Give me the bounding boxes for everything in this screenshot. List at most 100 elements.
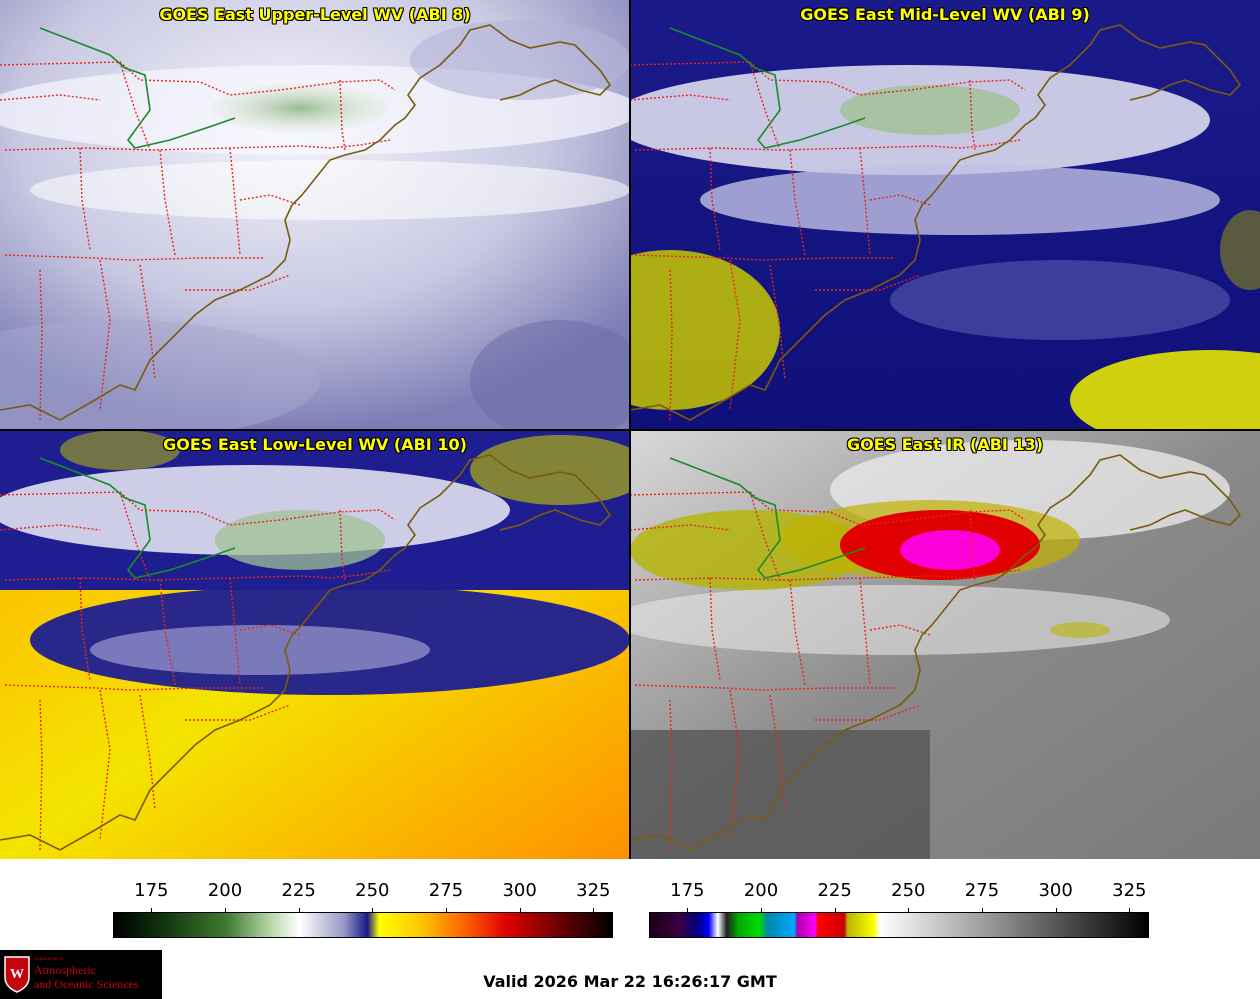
state-boundary [859,577,871,686]
state-boundary [339,79,346,151]
state-boundary [729,689,741,841]
coastline [629,454,1242,851]
state-boundary [634,254,895,261]
colorbar-tick-label: 300 [1038,880,1073,901]
lake-boundary [669,457,866,579]
lake-boundary [669,27,866,149]
colorbar-tick-label: 200 [207,880,243,901]
ir-colorbar-ticks: 175 200 225 250 275 300 325 [649,880,1147,914]
colorbar-tick-mark [834,908,836,914]
state-boundary [79,147,91,251]
state-boundary [229,577,241,686]
state-boundary [815,704,921,721]
colorbar-tick-mark [151,908,153,914]
state-boundary [0,491,396,526]
state-boundary [159,149,176,256]
state-boundary [119,491,151,581]
colorbar-tick-label: 325 [1112,880,1147,901]
coastline [629,24,1242,421]
mid-wv-image [630,0,1260,430]
upper-wv-image [0,0,630,430]
state-boundary [769,694,786,811]
ir-image [630,430,1260,860]
state-boundary [139,694,156,811]
state-boundary [729,259,741,411]
state-boundary [869,624,931,636]
state-boundary [4,254,265,261]
coastline [0,454,612,851]
state-boundary [634,569,1021,581]
boundary-overlay [629,24,1242,421]
state-boundary [4,684,265,691]
colorbar-tick-label: 250 [891,880,926,901]
panel-title: GOES East Mid-Level WV (ABI 9) [800,5,1090,24]
state-boundary [969,79,976,151]
state-boundary [139,264,156,381]
colorbar-tick-label: 225 [817,880,852,901]
panel-mid-wv: GOES East Mid-Level WV (ABI 9) [630,0,1260,430]
state-boundary [629,61,1026,96]
state-boundary [709,147,721,251]
state-boundary [869,194,931,206]
colorbar-tick-mark [1055,908,1057,914]
state-boundary [629,491,1026,526]
map-overlay [0,24,1242,851]
state-boundary [789,149,806,256]
colorbar-tick-mark [224,908,226,914]
state-boundary [185,274,291,291]
colorbar-tick-mark [519,908,521,914]
state-boundary [669,699,673,851]
state-boundary [969,509,976,581]
panel-title: GOES East Low-Level WV (ABI 10) [163,435,467,454]
state-boundary [709,577,721,681]
colorbar-tick-label: 325 [576,880,611,901]
boundary-overlay [629,454,1242,851]
colorbar-tick-label: 175 [134,880,169,901]
colorbar-tick-mark [445,908,447,914]
colorbar-tick-mark [298,908,300,914]
colorbar-tick-label: 300 [502,880,537,901]
state-boundary [789,579,806,686]
state-boundary [634,139,1021,151]
colorbar-tick-mark [687,908,689,914]
aos-logo[interactable]: W Department of Atmospheric and Oceanic … [0,950,162,999]
boundary-overlay [0,24,612,421]
state-boundary [119,61,151,151]
colorbar-tick-label: 250 [355,880,390,901]
colorbar-tick-label: 275 [964,880,1000,901]
state-boundary [769,264,786,381]
state-boundary [79,577,91,681]
panel-ir: GOES East IR (ABI 13) [630,430,1260,860]
lake-boundary [39,27,236,149]
state-boundary [629,94,731,101]
state-boundary [99,689,111,841]
logo-line-2: and Oceanic Sciences [34,977,139,991]
colorbar-tick-mark [372,908,374,914]
state-boundary [185,704,291,721]
state-boundary [39,269,43,421]
state-boundary [0,94,101,101]
state-boundary [749,491,781,581]
state-boundary [39,699,43,851]
state-boundary [239,194,301,206]
colorbar-tick-label: 225 [281,880,316,901]
state-boundary [239,624,301,636]
colorbar-tick-mark [760,908,762,914]
panel-low-wv: GOES East Low-Level WV (ABI 10) [0,430,630,860]
colorbar-tick-label: 275 [428,880,464,901]
panel-title: GOES East Upper-Level WV (ABI 8) [159,5,471,24]
state-boundary [4,139,391,151]
state-boundary [749,61,781,151]
low-wv-image [0,430,630,860]
state-boundary [634,684,895,691]
state-boundary [159,579,176,686]
state-boundary [0,524,101,531]
logo-line-1: Atmospheric [34,963,96,977]
state-boundary [229,147,241,256]
state-boundary [629,524,731,531]
panel-upper-wv: GOES East Upper-Level WV (ABI 8) [0,0,630,430]
state-boundary [99,259,111,411]
state-boundary [4,569,391,581]
state-boundary [339,509,346,581]
coastline [0,24,612,421]
